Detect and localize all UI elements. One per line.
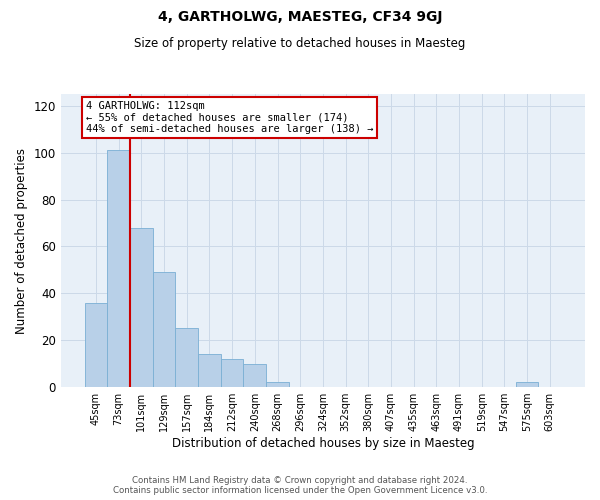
Y-axis label: Number of detached properties: Number of detached properties <box>15 148 28 334</box>
Text: 4, GARTHOLWG, MAESTEG, CF34 9GJ: 4, GARTHOLWG, MAESTEG, CF34 9GJ <box>158 10 442 24</box>
Text: Contains HM Land Registry data © Crown copyright and database right 2024.: Contains HM Land Registry data © Crown c… <box>132 476 468 485</box>
Bar <box>85 302 107 387</box>
Text: 4 GARTHOLWG: 112sqm
← 55% of detached houses are smaller (174)
44% of semi-detac: 4 GARTHOLWG: 112sqm ← 55% of detached ho… <box>86 101 373 134</box>
Text: Size of property relative to detached houses in Maesteg: Size of property relative to detached ho… <box>134 38 466 51</box>
Bar <box>221 359 244 387</box>
Bar <box>266 382 289 387</box>
Text: Contains public sector information licensed under the Open Government Licence v3: Contains public sector information licen… <box>113 486 487 495</box>
Bar <box>130 228 152 387</box>
Bar <box>198 354 221 387</box>
Bar <box>244 364 266 387</box>
Bar <box>152 272 175 387</box>
Bar <box>175 328 198 387</box>
Bar <box>516 382 538 387</box>
Bar <box>107 150 130 387</box>
X-axis label: Distribution of detached houses by size in Maesteg: Distribution of detached houses by size … <box>172 437 474 450</box>
